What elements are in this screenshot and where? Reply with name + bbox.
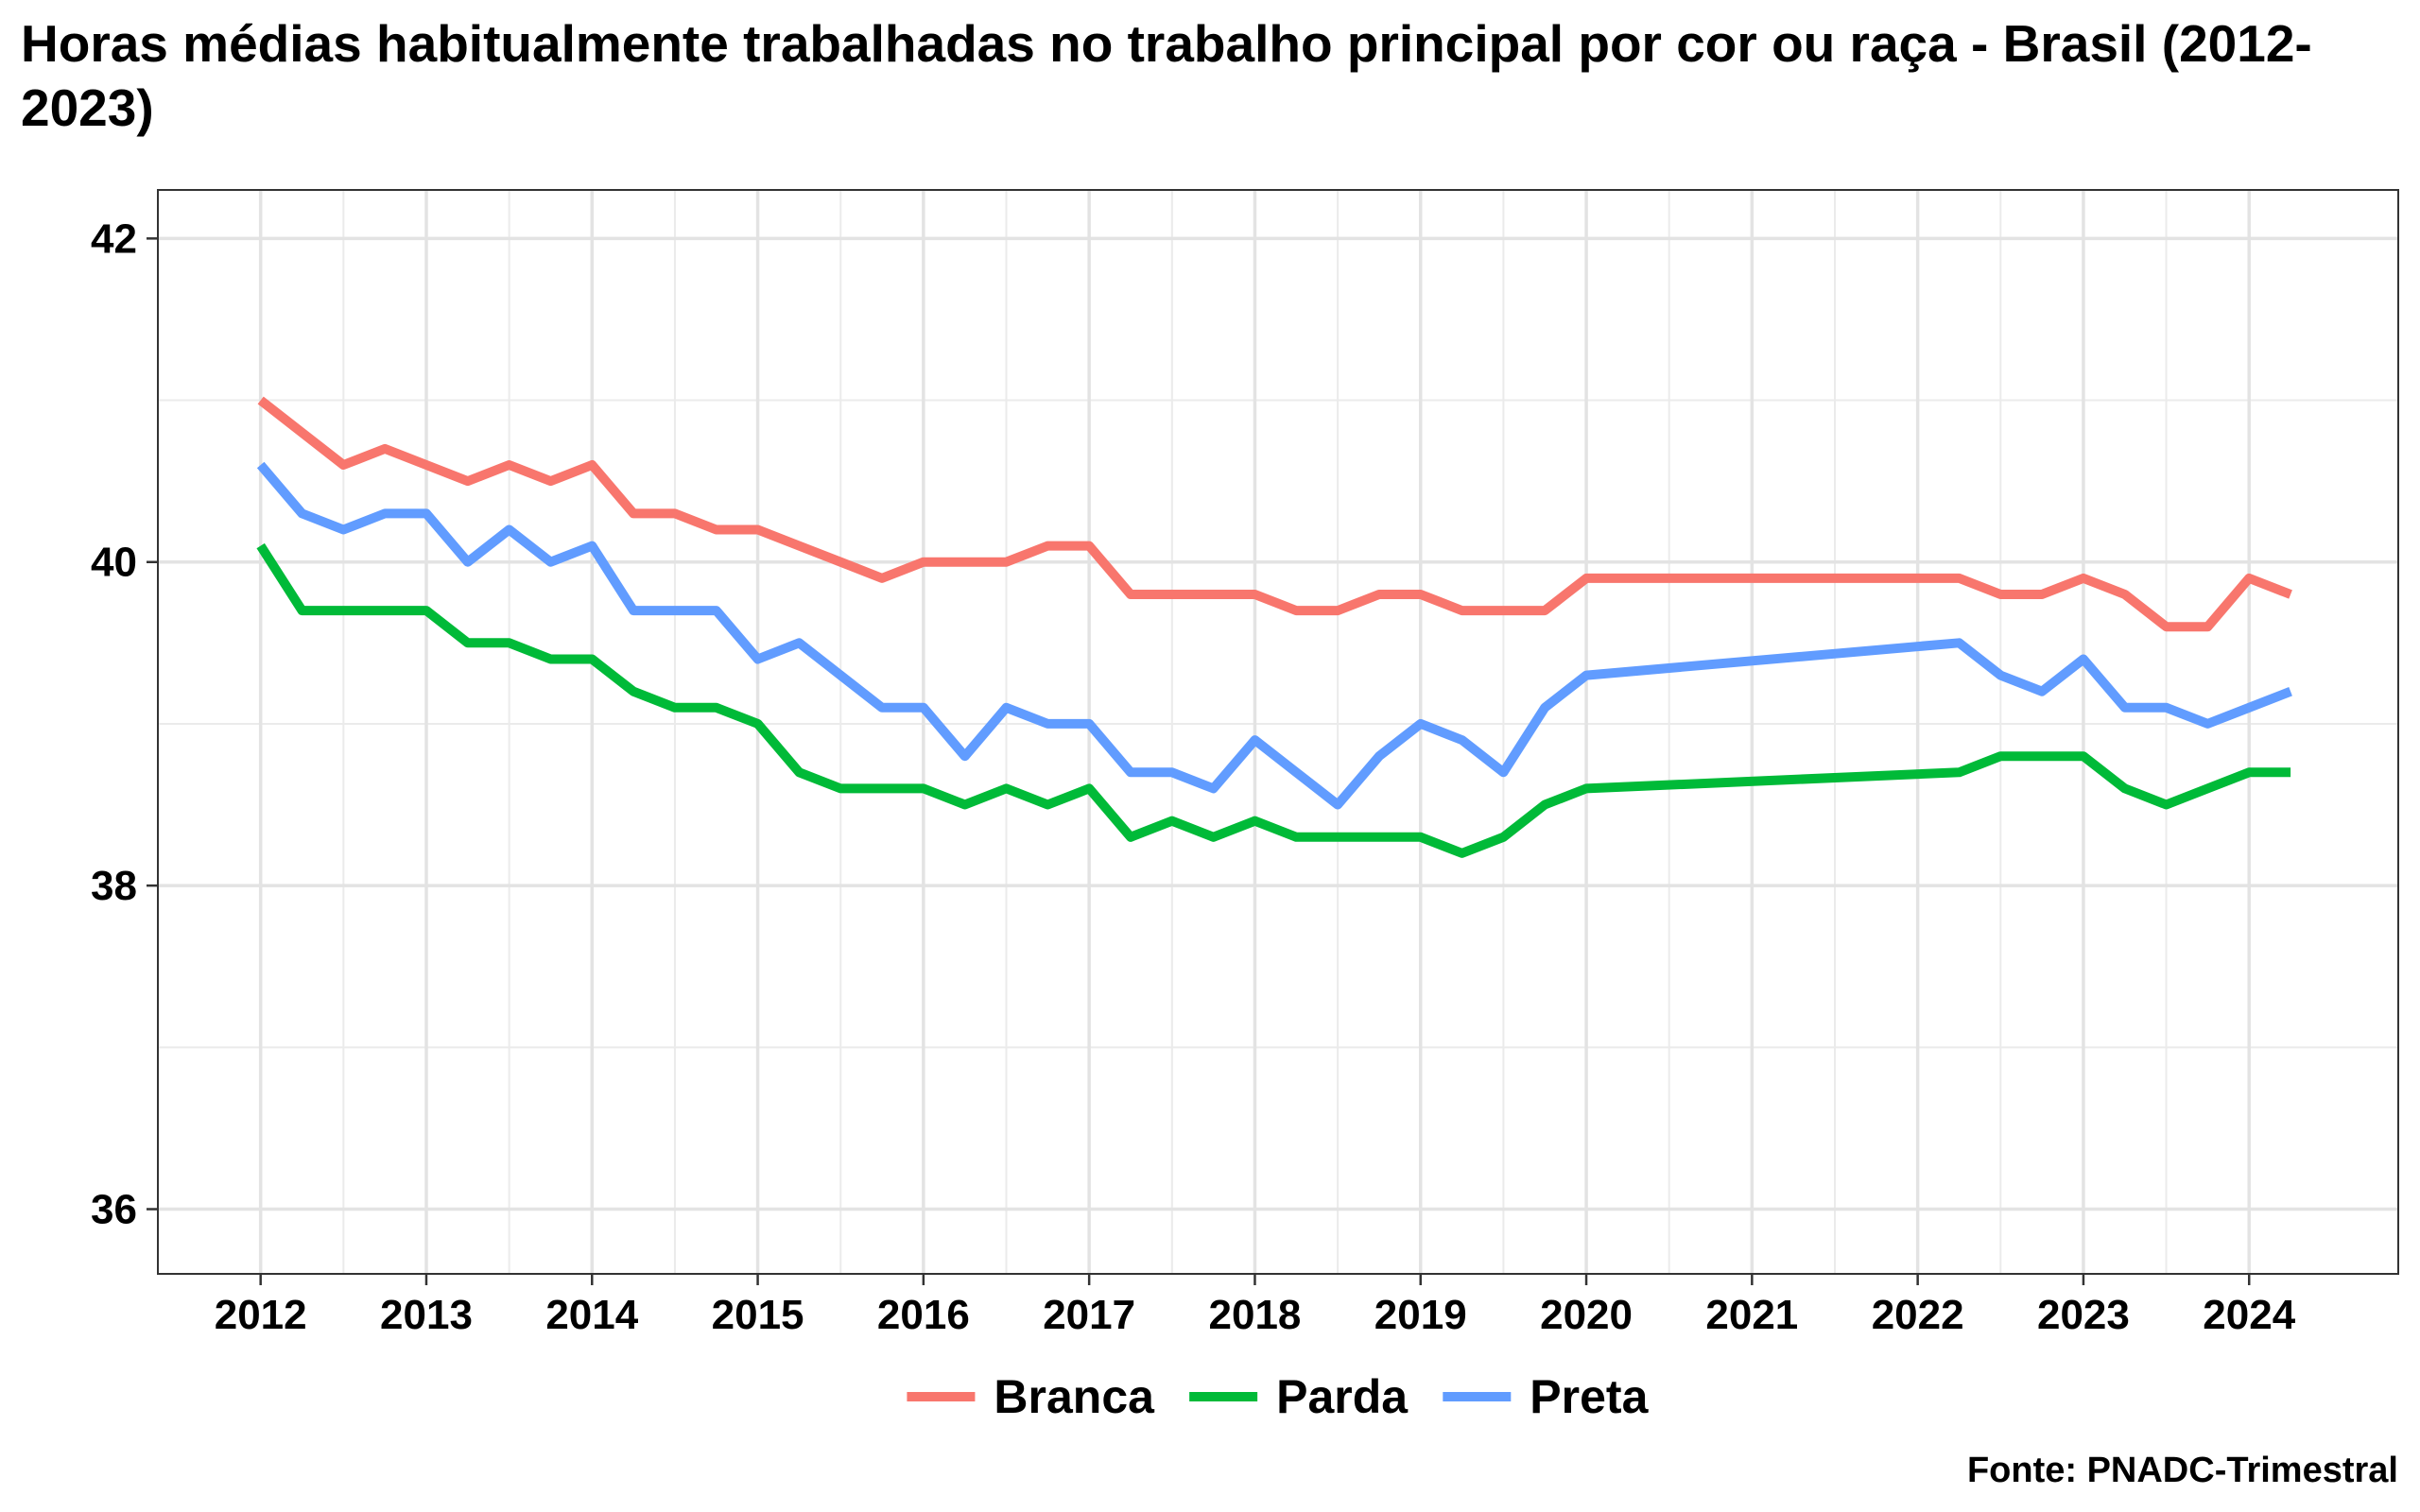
x-tick-label: 2024: [2203, 1292, 2295, 1338]
chart-title: Horas médias habitualmente trabalhadas n…: [21, 14, 2312, 137]
x-tick-label: 2022: [1872, 1292, 1964, 1338]
source-caption: Fonte: PNADC-Trimestral: [1967, 1451, 2398, 1490]
series-line-parda: [256, 542, 2291, 858]
x-tick-label: 2014: [545, 1292, 638, 1338]
x-tick-label: 2017: [1043, 1292, 1135, 1338]
legend-label-branca: Branca: [994, 1370, 1155, 1423]
legend: Branca Parda Preta: [907, 1370, 1650, 1423]
x-tick-label: 2023: [2037, 1292, 2130, 1338]
x-tick-label: 2018: [1209, 1292, 1302, 1338]
y-tick-label: 40: [91, 540, 137, 586]
axes: 2012 2013 2014 2015 2016 2017 2018 2019 2020 2021…: [91, 215, 2296, 1338]
series-line-branca: [257, 396, 2292, 632]
x-tick-label: 2020: [1540, 1292, 1633, 1338]
grid: [158, 190, 2398, 1274]
plot-panel-border: [157, 189, 2399, 1275]
x-tick-label: 2016: [877, 1292, 970, 1338]
x-tick-label: 2013: [380, 1292, 473, 1338]
legend-label-preta: Preta: [1530, 1370, 1649, 1423]
x-tick-label: 2015: [712, 1292, 804, 1338]
series-lines: [256, 396, 2292, 858]
y-tick-label: 36: [91, 1187, 137, 1233]
y-tick-label: 38: [91, 863, 137, 909]
x-tick-label: 2019: [1374, 1292, 1467, 1338]
series-line-preta: [256, 461, 2292, 810]
x-tick-label: 2012: [215, 1292, 307, 1338]
legend-label-parda: Parda: [1276, 1370, 1409, 1423]
x-tick-label: 2021: [1705, 1292, 1798, 1338]
y-tick-label: 42: [91, 215, 137, 262]
